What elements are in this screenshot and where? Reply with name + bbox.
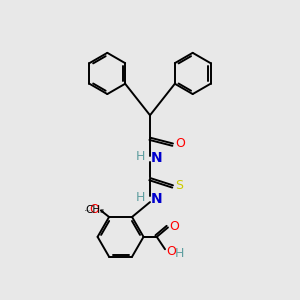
Text: H: H	[174, 247, 184, 260]
Text: O: O	[166, 245, 176, 258]
Text: methoxy: methoxy	[85, 209, 91, 211]
Text: S: S	[175, 179, 183, 192]
Text: H: H	[135, 150, 145, 163]
Text: H: H	[135, 190, 145, 204]
Text: O: O	[89, 203, 99, 216]
Text: N: N	[151, 151, 162, 165]
Text: O: O	[175, 137, 185, 150]
Text: O: O	[170, 220, 180, 233]
Text: CH₃: CH₃	[85, 205, 105, 215]
Text: N: N	[151, 192, 162, 206]
